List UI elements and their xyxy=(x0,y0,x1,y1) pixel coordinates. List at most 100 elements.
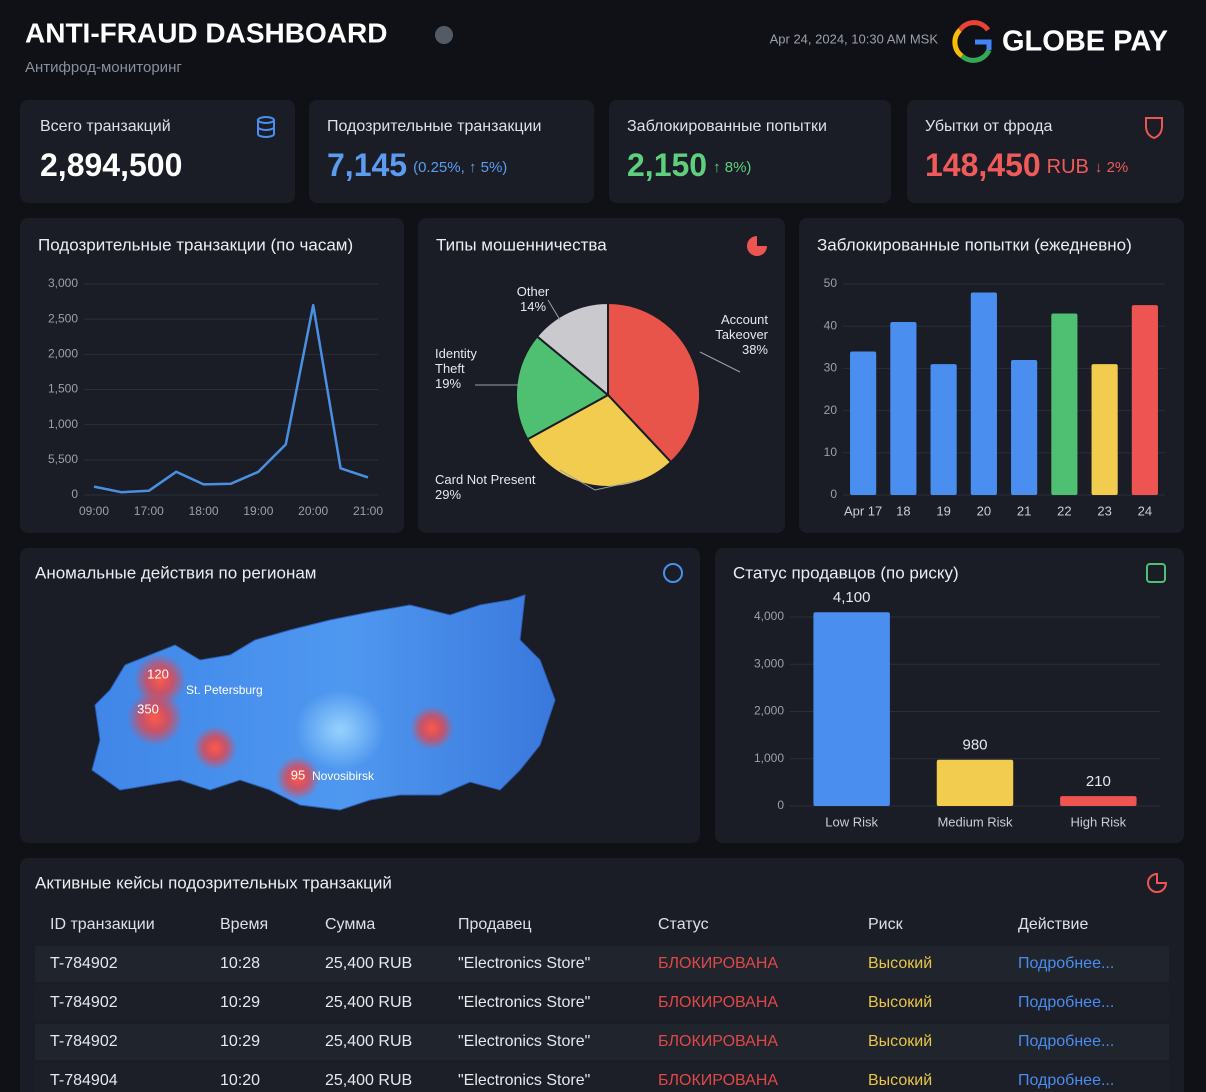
y-tick-label: 2,500 xyxy=(48,311,78,325)
data-label: 210 xyxy=(1086,773,1111,790)
hotspot-label: 350 xyxy=(137,701,159,716)
column-header: Продавец xyxy=(458,916,532,933)
cell: БЛОКИРОВАНА xyxy=(658,1033,778,1050)
slice-value: 38% xyxy=(741,342,768,357)
bar xyxy=(930,364,957,495)
column-header: Статус xyxy=(658,916,709,933)
slice-name: Identity Theft xyxy=(435,346,477,376)
cell: 25,400 RUB xyxy=(325,1033,412,1050)
y-tick-label: 1,500 xyxy=(48,382,78,396)
hotspot-label: 95 xyxy=(291,767,305,782)
pie-slice xyxy=(526,393,673,488)
leader-line xyxy=(559,469,641,491)
chart-title: Статус продавцов (по риску) xyxy=(733,563,959,582)
cell: 10:28 xyxy=(220,955,260,972)
slice-value: 29% xyxy=(435,487,462,502)
report-icon xyxy=(1146,563,1166,583)
details-link[interactable]: Подробнее... xyxy=(1018,1033,1114,1050)
y-tick-label: 0 xyxy=(777,798,784,812)
cell: Высокий xyxy=(868,1033,932,1050)
pie-slice xyxy=(515,334,610,441)
slice-label-box: Card Not Present 29% xyxy=(435,472,585,502)
kpi-label: Заблокированные попытки xyxy=(627,118,827,135)
column-header: Действие xyxy=(1018,916,1088,933)
cell: 10:29 xyxy=(220,994,260,1011)
x-tick-label: Apr 17 xyxy=(844,503,882,518)
row-background xyxy=(35,985,1169,1021)
cell: 10:29 xyxy=(220,1033,260,1050)
brand-logo xyxy=(952,20,992,63)
column-header: ID транзакции xyxy=(50,916,155,933)
y-tick-label: 40 xyxy=(824,318,838,332)
cell: T-784902 xyxy=(50,1033,118,1050)
data-label: 4,100 xyxy=(833,589,871,606)
kpi-unit: RUB xyxy=(1047,156,1089,178)
bar xyxy=(850,351,877,495)
slice-name: Other xyxy=(516,284,550,299)
x-tick-label: 17:00 xyxy=(134,504,164,518)
cell: БЛОКИРОВАНА xyxy=(658,994,778,1011)
charts: Подозрительные транзакции (по часам) 0 5,5… xyxy=(38,235,1165,829)
column-header: Время xyxy=(220,916,268,933)
shield-icon xyxy=(1145,117,1163,140)
kpi-value-line: 7,145 (0.25%, ↑ 5%) xyxy=(327,147,507,183)
x-tick-label: Medium Risk xyxy=(937,814,1013,829)
details-link[interactable]: Подробнее... xyxy=(1018,955,1114,972)
x-tick-label: High Risk xyxy=(1071,814,1127,829)
hotspot-label: 120 xyxy=(147,666,169,681)
pie-icon xyxy=(747,236,767,256)
cell: T-784904 xyxy=(50,1072,118,1089)
kpi-label: Всего транзакций xyxy=(40,118,171,135)
x-tick-label: 23 xyxy=(1097,503,1111,518)
hotspot xyxy=(410,706,454,750)
info-icon xyxy=(435,26,453,44)
chart-title: Подозрительные транзакции (по часам) xyxy=(38,235,353,254)
x-tick-label: 09:00 xyxy=(79,504,109,518)
bar xyxy=(1011,359,1038,495)
x-tick-label: 24 xyxy=(1138,503,1152,518)
kpi-value: 2,894,500 xyxy=(40,147,182,183)
chart-title: Типы мошенничества xyxy=(436,235,607,254)
details-link[interactable]: Подробнее... xyxy=(1018,994,1114,1011)
city-label: St. Petersburg xyxy=(186,683,263,697)
y-tick-label: 1,000 xyxy=(754,751,784,765)
row-background xyxy=(35,1063,1169,1092)
row-background xyxy=(35,946,1169,982)
x-tick-label: 21:00 xyxy=(353,504,383,518)
x-tick-label: 21 xyxy=(1017,503,1031,518)
details-link[interactable]: Подробнее... xyxy=(1018,1072,1114,1089)
cell: 25,400 RUB xyxy=(325,994,412,1011)
bar xyxy=(936,759,1014,806)
y-tick-label: 2,000 xyxy=(48,347,78,361)
y-tick-label: 3,000 xyxy=(48,276,78,290)
kpi-value-line: 148,450 RUB ↓ 2% xyxy=(925,147,1128,183)
kpi-note: ↑ 8%) xyxy=(713,159,751,176)
bar xyxy=(970,292,997,495)
cell: 25,400 RUB xyxy=(325,955,412,972)
bar xyxy=(1060,796,1137,806)
x-tick-label: 20 xyxy=(977,503,991,518)
kpi-label: Убытки от фрода xyxy=(925,118,1052,135)
cell: Высокий xyxy=(868,994,932,1011)
kpi-card xyxy=(907,100,1184,203)
bar xyxy=(1051,313,1078,495)
cell: 25,400 RUB xyxy=(325,1072,412,1089)
y-tick-label: 4,000 xyxy=(754,609,784,623)
row-background xyxy=(35,1024,1169,1060)
kpi-value-line: 2,894,500 xyxy=(40,147,182,183)
leader-line xyxy=(699,351,741,373)
cell: Высокий xyxy=(868,955,932,972)
y-tick-label: 20 xyxy=(824,403,838,417)
map-title: Аномальные действия по регионам xyxy=(35,563,316,582)
datetime: Apr 24, 2024, 10:30 AM MSK xyxy=(770,31,939,46)
y-tick-label: 30 xyxy=(824,361,838,375)
y-tick-label: 0 xyxy=(830,487,837,501)
kpi-note: ↓ 2% xyxy=(1095,159,1128,176)
y-tick-label: 5,500 xyxy=(48,452,78,466)
cell: БЛОКИРОВАНА xyxy=(658,1072,778,1089)
